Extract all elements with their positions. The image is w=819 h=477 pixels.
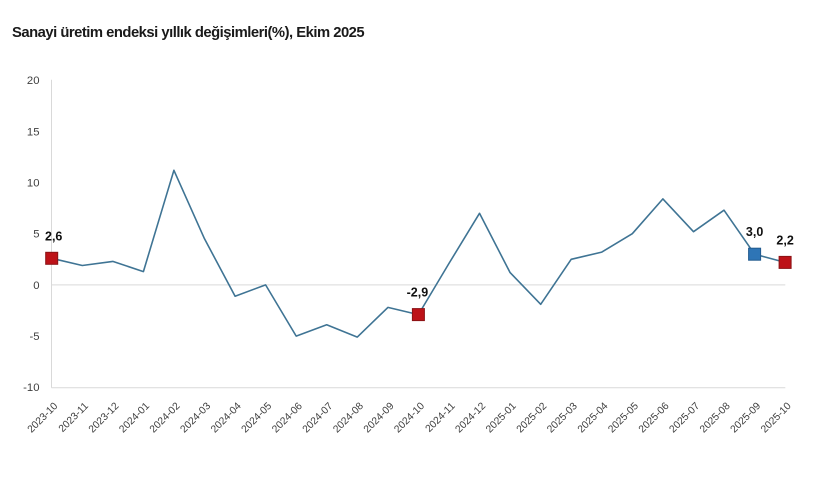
svg-text:0: 0 (33, 280, 39, 292)
svg-text:-10: -10 (23, 382, 39, 394)
svg-text:5: 5 (33, 229, 39, 241)
svg-text:3,0: 3,0 (746, 225, 763, 239)
svg-text:-5: -5 (29, 331, 39, 343)
svg-text:-2,9: -2,9 (407, 286, 429, 300)
svg-text:15: 15 (27, 126, 40, 138)
svg-text:Sanayi üretim endeksi yıllık d: Sanayi üretim endeksi yıllık değişimleri… (12, 25, 364, 41)
svg-text:10: 10 (27, 178, 40, 190)
svg-text:20: 20 (27, 75, 40, 87)
svg-text:2,2: 2,2 (776, 233, 793, 247)
svg-text:2,6: 2,6 (45, 229, 62, 243)
